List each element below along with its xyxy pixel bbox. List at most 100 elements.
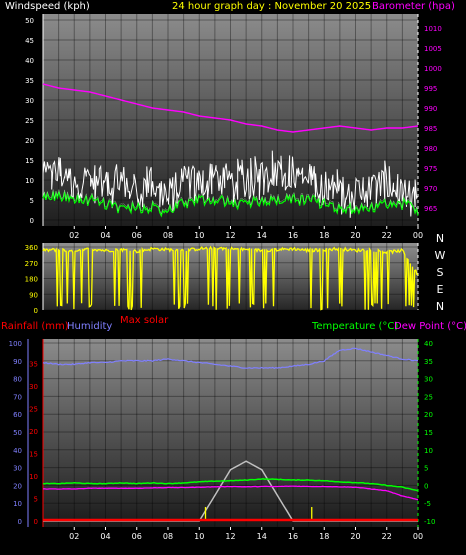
barometer-line (42, 83, 419, 133)
dewpoint-axis-title: Dew Point (°C) (394, 321, 466, 332)
baro-y-tick-label: 1000 (424, 65, 442, 73)
humidity-axis-title: Humidity (67, 321, 113, 332)
baro-y-tick-label: 1010 (424, 25, 442, 33)
temperature-line (42, 478, 419, 492)
lower-panel-x-tick-label: 14 (257, 532, 267, 541)
direction-y-tick-label: 90 (29, 291, 38, 299)
lower-panel-x-tick-label: 18 (319, 532, 329, 541)
wind-panel-x-tick-label: 04 (100, 231, 110, 240)
humidity-y-tick-label: 60 (13, 411, 22, 419)
baro-y-tick-label: 985 (424, 125, 437, 133)
humidity-y-tick-label: 10 (13, 500, 22, 508)
wind-y-tick-label: 5 (30, 197, 34, 205)
wind-panel-x-tick-label: 20 (350, 231, 360, 240)
temperature-y-tick-label: 5 (424, 465, 428, 473)
wind-y-tick-label: 50 (25, 17, 34, 25)
lower-panel-background (43, 339, 418, 527)
baro-y-tick-label: 995 (424, 85, 437, 93)
humidity-line (42, 347, 419, 370)
temperature-y-tick-label: 25 (424, 393, 433, 401)
direction-y-tick-label: 0 (34, 307, 38, 315)
rain-y-tick-label: 10 (29, 473, 38, 481)
wind-direction-line (42, 245, 419, 311)
lower-panel-x-tick-label: 02 (69, 532, 79, 541)
wind-panel-x-tick-label: 06 (132, 231, 142, 240)
baro-y-tick-label: 970 (424, 185, 437, 193)
rain-y-tick-label: 35 (29, 360, 38, 368)
wind-panel-x-tick-label: 08 (163, 231, 173, 240)
wind-panel-x-tick-label: 16 (288, 231, 298, 240)
wind-y-tick-label: 30 (25, 97, 34, 105)
temperature-y-tick-label: 40 (424, 340, 433, 348)
temperature-axis-title: Temperature (°C) (312, 321, 399, 332)
lower-panel-x-tick-label: 06 (132, 532, 142, 541)
temperature-y-tick-label: 15 (424, 429, 433, 437)
baro-y-tick-label: 1005 (424, 45, 442, 53)
humidity-y-tick-label: 40 (13, 447, 22, 455)
rain-y-tick-label: 5 (34, 495, 38, 503)
gust-line (42, 190, 419, 218)
baro-y-tick-label: 990 (424, 105, 437, 113)
lower-panel-x-tick-label: 22 (382, 532, 392, 541)
compass-label: N (436, 232, 444, 245)
rain-y-tick-label: 0 (34, 518, 38, 526)
temperature-y-tick-label: 20 (424, 411, 433, 419)
lower-panel-x-tick-label: 08 (163, 532, 173, 541)
wind-panel-x-tick-label: 02 (69, 231, 79, 240)
humidity-y-tick-label: 100 (9, 340, 22, 348)
temperature-y-tick-label: 35 (424, 358, 433, 366)
wind-panel-x-tick-label: 10 (194, 231, 204, 240)
temperature-y-tick-label: -10 (424, 518, 435, 526)
rain-y-tick-label: 15 (29, 450, 38, 458)
wind-y-tick-label: 45 (25, 37, 34, 45)
lower-panel-x-tick-label: 04 (100, 532, 110, 541)
windspeed-line (42, 150, 419, 218)
lower-panel-x-tick-label: 00 (413, 532, 423, 541)
rain-y-tick-label: 30 (29, 383, 38, 391)
wind-y-tick-label: 0 (30, 217, 34, 225)
wind-panel-x-tick-label: 22 (382, 231, 392, 240)
wind-y-tick-label: 15 (25, 157, 34, 165)
lower-panel-x-tick-label: 20 (350, 532, 360, 541)
wind-y-tick-label: 10 (25, 177, 34, 185)
lower-panel-x-tick-label: 12 (225, 532, 235, 541)
temperature-y-tick-label: 30 (424, 376, 433, 384)
baro-y-tick-label: 975 (424, 165, 437, 173)
humidity-y-tick-label: 50 (13, 429, 22, 437)
compass-label: E (437, 283, 444, 296)
compass-label: S (437, 266, 444, 279)
barometer-axis-title: Barometer (hpa) (372, 1, 455, 12)
max-solar-label: Max solar (120, 315, 169, 326)
wind-y-tick-label: 25 (25, 117, 34, 125)
wind-panel-x-tick-label: 00 (413, 231, 423, 240)
humidity-y-tick-label: 70 (13, 393, 22, 401)
direction-y-tick-label: 360 (25, 244, 38, 252)
dewpoint-line (42, 485, 419, 501)
wind-y-tick-label: 35 (25, 77, 34, 85)
compass-label: N (436, 300, 444, 313)
lower-panel-x-tick-label: 10 (194, 532, 204, 541)
humidity-y-tick-label: 90 (13, 358, 22, 366)
humidity-y-tick-label: 0 (18, 518, 22, 526)
temperature-y-tick-label: 10 (424, 447, 433, 455)
gust-highlight-line (42, 189, 419, 215)
wind-y-tick-label: 20 (25, 137, 34, 145)
rain-y-tick-label: 25 (29, 405, 38, 413)
humidity-y-tick-label: 20 (13, 482, 22, 490)
humidity-y-tick-label: 80 (13, 376, 22, 384)
wind-y-tick-label: 40 (25, 57, 34, 65)
wind-panel-x-tick-label: 18 (319, 231, 329, 240)
direction-y-tick-label: 180 (25, 276, 38, 284)
temperature-y-tick-label: -5 (424, 500, 431, 508)
compass-label: W (435, 249, 446, 262)
baro-y-tick-label: 965 (424, 205, 437, 213)
wind-panel-x-tick-label: 12 (225, 231, 235, 240)
direction-y-tick-label: 270 (25, 260, 38, 268)
rainfall-axis-title: Rainfall (mm) (1, 321, 69, 332)
temperature-y-tick-label: 0 (424, 482, 428, 490)
humidity-y-tick-label: 30 (13, 465, 22, 473)
page-title: 24 hour graph day : November 20 2025 (172, 1, 372, 12)
windspeed-axis-title: Windspeed (kph) (5, 1, 90, 12)
